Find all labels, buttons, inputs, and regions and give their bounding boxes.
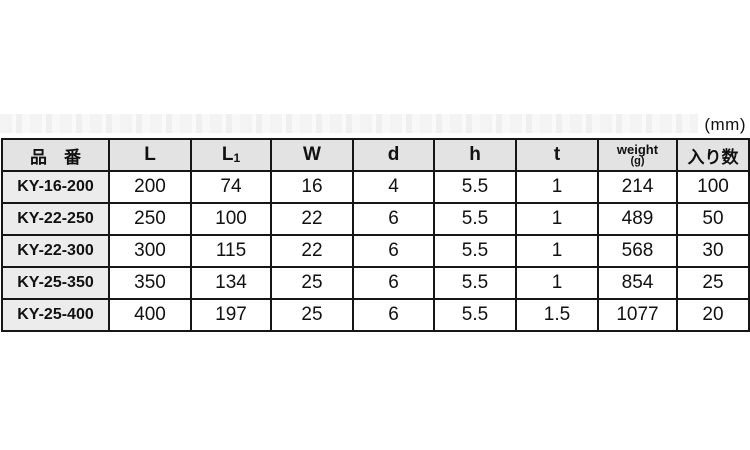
cell-l1: 134 [190, 266, 272, 300]
col-header-weight-unit: (g) [630, 154, 645, 167]
cell-part-no: KY-25-350 [1, 266, 110, 300]
cell-d: 6 [352, 298, 435, 332]
table-row: KY-22-250 250 100 22 6 5.5 1 489 50 [1, 202, 750, 236]
cell-weight: 568 [597, 234, 678, 268]
cell-d: 6 [352, 202, 435, 236]
cell-l: 300 [108, 234, 192, 268]
cell-qty: 25 [676, 266, 750, 300]
col-header-weight-label: weight [616, 141, 659, 157]
cell-part-no: KY-22-250 [1, 202, 110, 236]
cell-w: 22 [270, 202, 354, 236]
table-row: KY-25-400 400 197 25 6 5.5 1.5 1077 20 [1, 298, 750, 332]
cell-h: 5.5 [433, 234, 517, 268]
col-header-l: L [108, 138, 192, 172]
cell-part-no: KY-22-300 [1, 234, 110, 268]
cell-l1: 115 [190, 234, 272, 268]
col-header-w: W [270, 138, 354, 172]
col-header-qty: 入り数 [676, 138, 750, 172]
cell-t: 1 [515, 234, 599, 268]
cell-w: 16 [270, 170, 354, 204]
unit-note: (mm) [704, 115, 746, 134]
col-header-l1-subscript: 1 [233, 151, 241, 165]
table-row: KY-25-350 350 134 25 6 5.5 1 854 25 [1, 266, 750, 300]
cell-qty: 30 [676, 234, 750, 268]
col-header-weight: weight (g) [597, 138, 678, 172]
cell-t: 1 [515, 266, 599, 300]
cell-part-no: KY-16-200 [1, 170, 110, 204]
header-row: 品 番 L L1 W d h t weight (g) 入り数 [1, 138, 750, 172]
background-texture-band [0, 114, 698, 133]
cell-d: 4 [352, 170, 435, 204]
cell-l1: 100 [190, 202, 272, 236]
cell-qty: 50 [676, 202, 750, 236]
cell-weight: 1077 [597, 298, 678, 332]
cell-d: 6 [352, 266, 435, 300]
cell-d: 6 [352, 234, 435, 268]
cell-t: 1.5 [515, 298, 599, 332]
col-header-d: d [352, 138, 435, 172]
spec-table: 品 番 L L1 W d h t weight (g) 入り数 KY-16-200… [1, 138, 750, 332]
cell-qty: 100 [676, 170, 750, 204]
table-row: KY-22-300 300 115 22 6 5.5 1 568 30 [1, 234, 750, 268]
col-header-l1: L1 [190, 138, 272, 172]
cell-w: 22 [270, 234, 354, 268]
cell-part-no: KY-25-400 [1, 298, 110, 332]
cell-l: 350 [108, 266, 192, 300]
cell-h: 5.5 [433, 202, 517, 236]
cell-l: 200 [108, 170, 192, 204]
col-header-l1-base: L [221, 144, 234, 165]
table-row: KY-16-200 200 74 16 4 5.5 1 214 100 [1, 170, 750, 204]
cell-qty: 20 [676, 298, 750, 332]
col-header-h: h [433, 138, 517, 172]
cell-t: 1 [515, 202, 599, 236]
cell-w: 25 [270, 298, 354, 332]
cell-l1: 74 [190, 170, 272, 204]
cell-l: 400 [108, 298, 192, 332]
col-header-t: t [515, 138, 599, 172]
cell-w: 25 [270, 266, 354, 300]
cell-h: 5.5 [433, 266, 517, 300]
cell-h: 5.5 [433, 170, 517, 204]
cell-weight: 489 [597, 202, 678, 236]
cell-h: 5.5 [433, 298, 517, 332]
col-header-part-no: 品 番 [1, 138, 110, 172]
cell-t: 1 [515, 170, 599, 204]
cell-l: 250 [108, 202, 192, 236]
cell-weight: 214 [597, 170, 678, 204]
cell-l1: 197 [190, 298, 272, 332]
cell-weight: 854 [597, 266, 678, 300]
